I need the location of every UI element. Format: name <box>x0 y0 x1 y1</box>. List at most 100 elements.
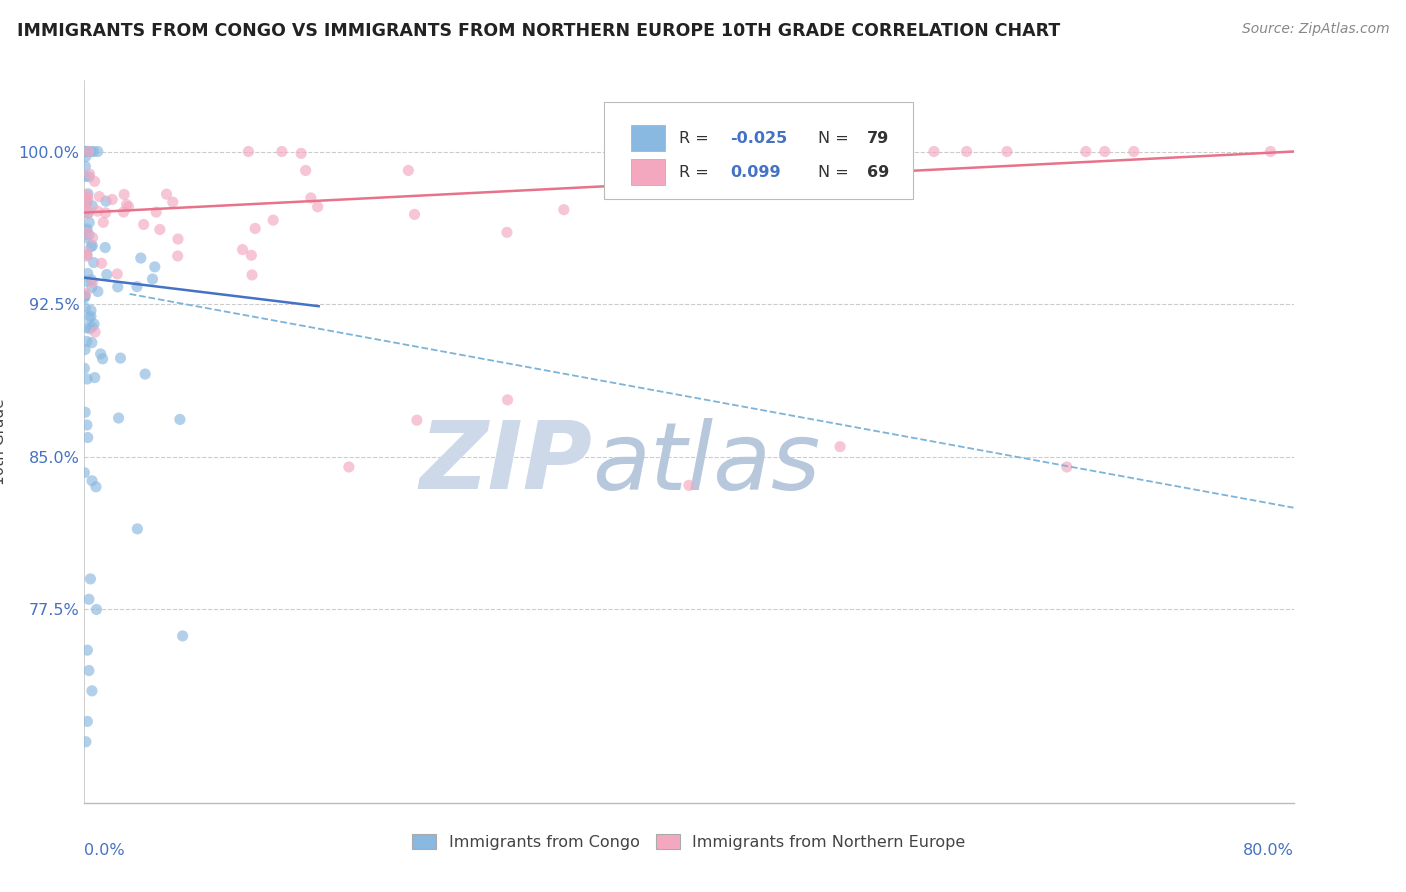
Point <box>76 222 98 236</box>
Point <box>87 285 110 299</box>
Point <box>73 291 96 305</box>
Point <box>76 201 98 215</box>
Text: 79: 79 <box>866 130 889 145</box>
Point <box>76 145 98 159</box>
Point <box>89 189 111 203</box>
Point <box>80 474 103 488</box>
Point <box>162 195 184 210</box>
Point <box>76 267 98 281</box>
Point <box>79 321 101 335</box>
Point <box>75 192 97 206</box>
Point <box>80 303 103 318</box>
Point <box>149 222 172 236</box>
Point <box>82 238 104 252</box>
Point <box>127 522 149 536</box>
Point <box>75 405 97 419</box>
Point <box>155 187 177 202</box>
Point <box>80 335 103 350</box>
Point <box>240 248 263 262</box>
Point <box>94 194 117 208</box>
Point <box>101 193 124 207</box>
Point <box>90 347 112 361</box>
Point <box>922 145 945 159</box>
Point <box>76 372 98 386</box>
Point <box>307 200 329 214</box>
Point <box>107 280 129 294</box>
Point <box>955 145 977 159</box>
Point <box>94 240 117 254</box>
Point <box>107 411 129 425</box>
Point <box>75 286 97 301</box>
FancyBboxPatch shape <box>605 102 912 200</box>
Point <box>84 480 107 494</box>
Point <box>77 664 100 678</box>
Point <box>243 221 266 235</box>
Point <box>75 196 97 211</box>
Point <box>84 325 107 339</box>
Point <box>75 231 97 245</box>
Text: 0.0%: 0.0% <box>84 843 125 857</box>
Text: R =: R = <box>679 164 720 179</box>
Point <box>82 230 104 244</box>
Point <box>619 145 641 159</box>
Point <box>76 249 98 263</box>
Point <box>240 268 263 282</box>
Point <box>294 163 316 178</box>
Point <box>77 227 100 242</box>
Point <box>553 202 575 217</box>
Point <box>79 167 101 181</box>
Point <box>117 200 139 214</box>
Point <box>110 351 132 365</box>
Point <box>76 191 98 205</box>
Text: 80.0%: 80.0% <box>1243 843 1294 857</box>
Point <box>75 224 97 238</box>
Point <box>73 288 96 302</box>
Point <box>76 248 98 262</box>
Point <box>82 275 104 289</box>
Point <box>713 158 735 172</box>
Point <box>76 245 98 260</box>
Point <box>1056 460 1078 475</box>
Y-axis label: 10th Grade: 10th Grade <box>0 398 7 485</box>
Point <box>87 145 110 159</box>
Point <box>299 191 322 205</box>
FancyBboxPatch shape <box>631 125 665 151</box>
Point <box>80 280 103 294</box>
Point <box>75 149 97 163</box>
Point <box>82 199 104 213</box>
Point <box>172 629 194 643</box>
Point <box>1074 145 1097 159</box>
Point <box>75 320 97 334</box>
Point <box>1122 145 1144 159</box>
Text: 0.099: 0.099 <box>730 164 780 179</box>
Point <box>80 145 103 159</box>
Text: ZIP: ZIP <box>419 417 592 509</box>
Point <box>77 145 100 159</box>
Point <box>75 735 97 749</box>
Point <box>77 206 100 220</box>
Point <box>167 232 190 246</box>
Point <box>82 320 104 334</box>
Point <box>125 279 148 293</box>
Point <box>76 714 98 729</box>
Point <box>73 169 96 184</box>
Point <box>77 192 100 206</box>
Point <box>73 343 96 357</box>
Point <box>112 187 135 202</box>
Text: atlas: atlas <box>592 417 821 508</box>
Point <box>73 466 96 480</box>
Point <box>134 367 156 381</box>
Point <box>75 187 97 202</box>
Point <box>83 317 105 331</box>
Point <box>80 273 103 287</box>
Point <box>337 460 360 475</box>
Point <box>83 145 105 159</box>
Point <box>80 239 103 253</box>
Point <box>143 260 166 274</box>
Text: R =: R = <box>679 130 714 145</box>
Text: IMMIGRANTS FROM CONGO VS IMMIGRANTS FROM NORTHERN EUROPE 10TH GRADE CORRELATION : IMMIGRANTS FROM CONGO VS IMMIGRANTS FROM… <box>17 22 1060 40</box>
Point <box>83 370 105 384</box>
Point <box>73 361 96 376</box>
Point <box>231 243 253 257</box>
Point <box>105 267 128 281</box>
